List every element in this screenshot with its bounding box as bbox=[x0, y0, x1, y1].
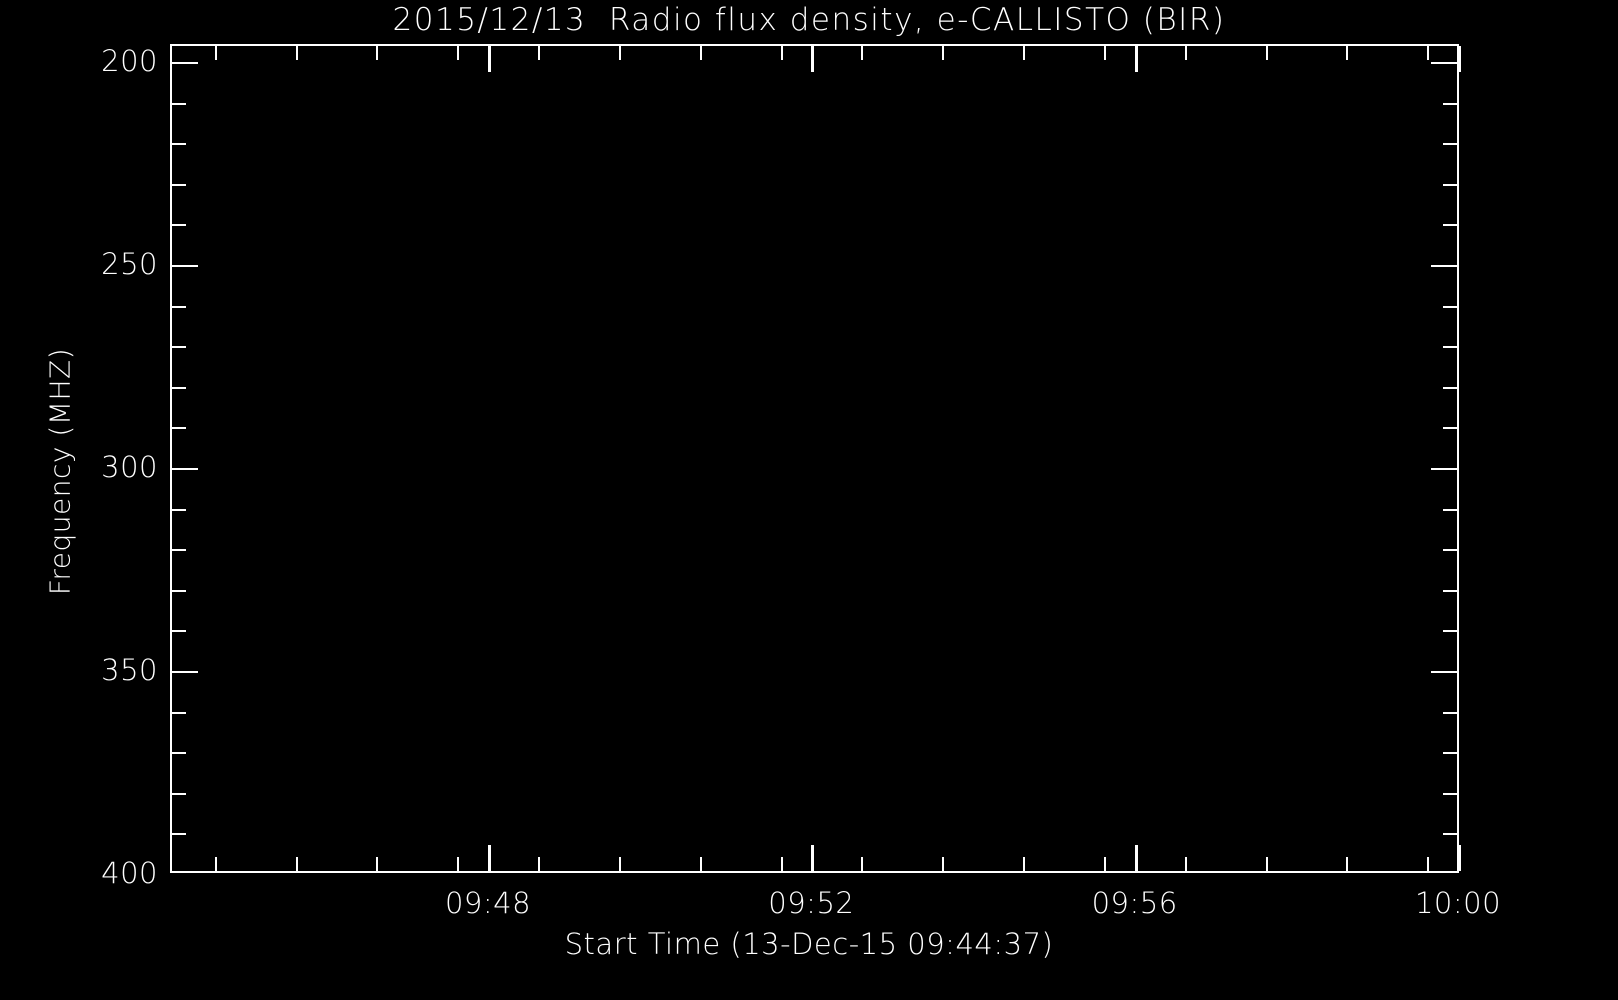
x-tick-minor-13-top bbox=[1266, 46, 1268, 60]
y-tick-250-right bbox=[1431, 265, 1457, 267]
x-tick-minor-0-bottom bbox=[215, 857, 217, 871]
y-tick-320-right bbox=[1443, 549, 1457, 551]
x-axis-title: Start Time (13-Dec-15 09:44:37) bbox=[564, 927, 1054, 961]
y-tick-200-left bbox=[172, 62, 198, 64]
x-tick-minor-7-bottom bbox=[781, 857, 783, 871]
x-tick-minor-6-top bbox=[700, 46, 702, 60]
x-tick-minor-11-top bbox=[1104, 46, 1106, 60]
y-tick-220-left bbox=[172, 143, 186, 145]
x-tick-major-10:00-bottom bbox=[1458, 845, 1461, 871]
x-tick-major-09:52-bottom bbox=[811, 845, 814, 871]
y-tick-210-left bbox=[172, 103, 186, 105]
x-tick-label-09:48: 09:48 bbox=[444, 886, 532, 920]
x-tick-minor-12-bottom bbox=[1185, 857, 1187, 871]
x-tick-major-09:56-bottom bbox=[1135, 845, 1138, 871]
y-tick-360-left bbox=[172, 712, 186, 714]
x-tick-minor-15-top bbox=[1427, 46, 1429, 60]
x-tick-minor-4-top bbox=[538, 46, 540, 60]
y-tick-290-right bbox=[1443, 427, 1457, 429]
x-tick-minor-9-bottom bbox=[942, 857, 944, 871]
x-tick-minor-9-top bbox=[942, 46, 944, 60]
y-tick-240-right bbox=[1443, 224, 1457, 226]
y-tick-310-left bbox=[172, 509, 186, 511]
y-tick-250-left bbox=[172, 265, 198, 267]
x-tick-minor-6-bottom bbox=[700, 857, 702, 871]
y-tick-340-right bbox=[1443, 630, 1457, 632]
y-tick-220-right bbox=[1443, 143, 1457, 145]
x-tick-major-09:52-top bbox=[811, 46, 814, 72]
y-tick-380-left bbox=[172, 793, 186, 795]
y-tick-240-left bbox=[172, 224, 186, 226]
x-tick-major-09:48-top bbox=[488, 46, 491, 72]
y-tick-230-left bbox=[172, 184, 186, 186]
figure-title: 2015/12/13 Radio flux density, e-CALLIST… bbox=[392, 2, 1226, 38]
y-tick-320-left bbox=[172, 549, 186, 551]
y-tick-330-right bbox=[1443, 590, 1457, 592]
x-tick-minor-3-bottom bbox=[457, 857, 459, 871]
y-tick-370-right bbox=[1443, 752, 1457, 754]
y-tick-280-right bbox=[1443, 387, 1457, 389]
y-tick-label-400: 400 bbox=[101, 856, 158, 890]
y-tick-380-right bbox=[1443, 793, 1457, 795]
x-tick-minor-13-bottom bbox=[1266, 857, 1268, 871]
x-tick-minor-2-top bbox=[376, 46, 378, 60]
y-tick-230-right bbox=[1443, 184, 1457, 186]
y-tick-270-right bbox=[1443, 346, 1457, 348]
x-tick-label-09:56: 09:56 bbox=[1091, 886, 1178, 920]
y-tick-340-left bbox=[172, 630, 186, 632]
x-tick-minor-11-bottom bbox=[1104, 857, 1106, 871]
y-tick-390-left bbox=[172, 833, 186, 835]
y-tick-210-right bbox=[1443, 103, 1457, 105]
x-tick-minor-10-bottom bbox=[1023, 857, 1025, 871]
y-tick-label-200: 200 bbox=[101, 44, 158, 78]
x-tick-minor-15-bottom bbox=[1427, 857, 1429, 871]
y-tick-330-left bbox=[172, 590, 186, 592]
x-tick-minor-14-top bbox=[1346, 46, 1348, 60]
y-tick-290-left bbox=[172, 427, 186, 429]
x-tick-minor-1-top bbox=[296, 46, 298, 60]
y-tick-300-left bbox=[172, 468, 198, 470]
y-tick-200-right bbox=[1431, 62, 1457, 64]
x-tick-minor-8-bottom bbox=[861, 857, 863, 871]
y-tick-360-right bbox=[1443, 712, 1457, 714]
x-tick-minor-10-top bbox=[1023, 46, 1025, 60]
x-tick-minor-5-top bbox=[619, 46, 621, 60]
x-tick-minor-0-top bbox=[215, 46, 217, 60]
x-tick-major-09:48-bottom bbox=[488, 845, 491, 871]
y-tick-label-350: 350 bbox=[101, 653, 158, 687]
y-tick-350-left bbox=[172, 671, 198, 673]
y-tick-270-left bbox=[172, 346, 186, 348]
x-tick-minor-4-bottom bbox=[538, 857, 540, 871]
y-tick-280-left bbox=[172, 387, 186, 389]
x-tick-minor-2-bottom bbox=[376, 857, 378, 871]
x-tick-label-09:52: 09:52 bbox=[768, 886, 855, 920]
x-tick-minor-1-bottom bbox=[296, 857, 298, 871]
x-tick-label-10:00: 10:00 bbox=[1414, 886, 1502, 920]
x-tick-minor-5-bottom bbox=[619, 857, 621, 871]
x-tick-major-09:56-top bbox=[1135, 46, 1138, 72]
y-tick-label-250: 250 bbox=[101, 247, 158, 281]
y-tick-350-right bbox=[1431, 671, 1457, 673]
x-tick-major-10:00-top bbox=[1458, 46, 1461, 72]
plot-frame bbox=[170, 44, 1459, 873]
x-tick-minor-8-top bbox=[861, 46, 863, 60]
y-tick-390-right bbox=[1443, 833, 1457, 835]
y-tick-label-300: 300 bbox=[101, 450, 158, 484]
y-tick-260-right bbox=[1443, 306, 1457, 308]
y-tick-300-right bbox=[1431, 468, 1457, 470]
y-tick-310-right bbox=[1443, 509, 1457, 511]
y-axis-title: Frequency (MHZ) bbox=[43, 347, 77, 596]
y-tick-260-left bbox=[172, 306, 186, 308]
y-tick-370-left bbox=[172, 752, 186, 754]
x-tick-minor-12-top bbox=[1185, 46, 1187, 60]
x-tick-minor-7-top bbox=[781, 46, 783, 60]
x-tick-minor-14-bottom bbox=[1346, 857, 1348, 871]
x-tick-minor-3-top bbox=[457, 46, 459, 60]
